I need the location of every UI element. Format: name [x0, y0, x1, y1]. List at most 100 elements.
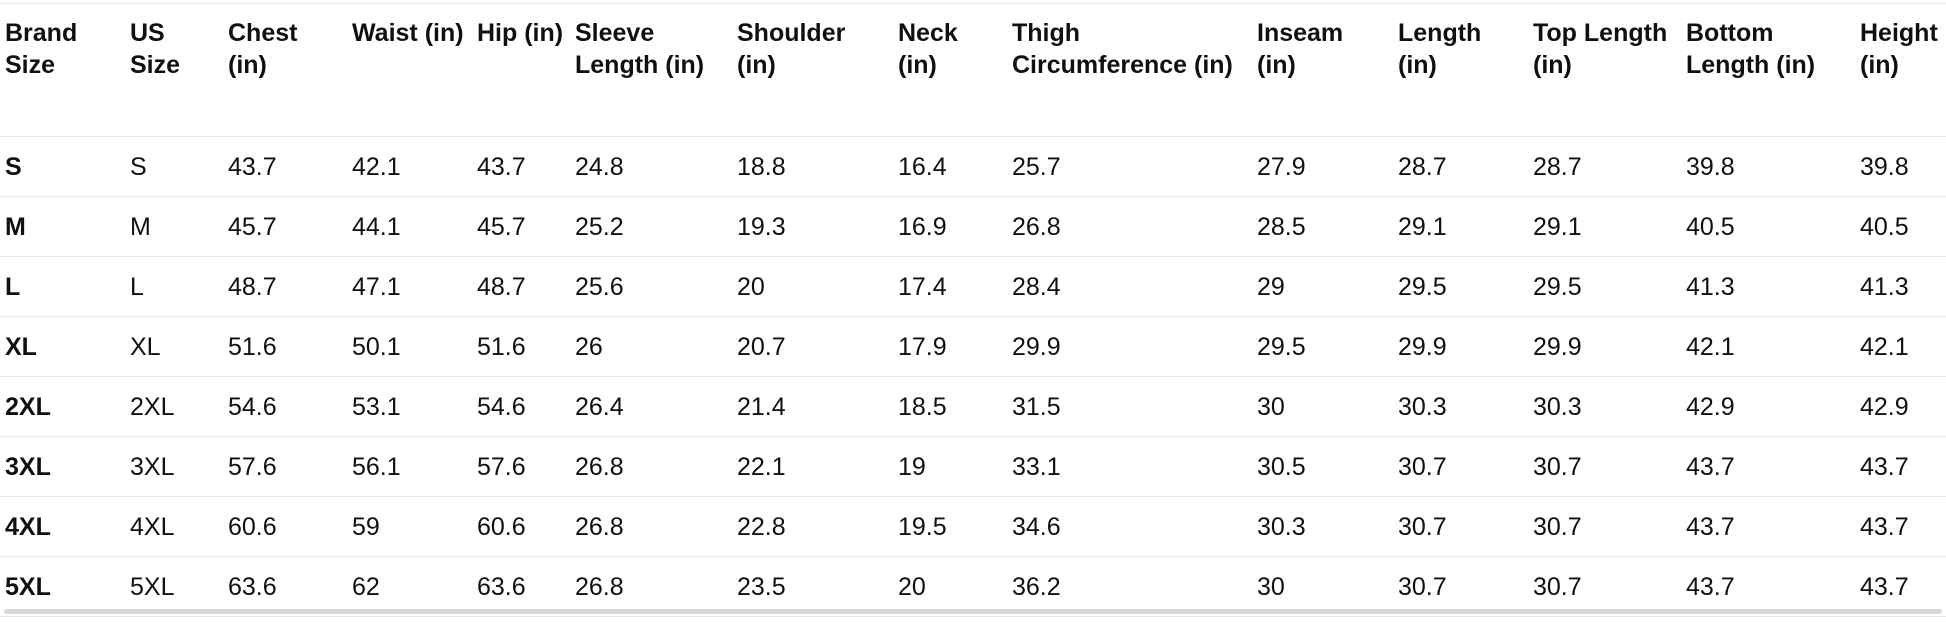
- table-cell: 17.4: [898, 272, 947, 301]
- table-cell: 43.7: [1686, 512, 1735, 541]
- table-cell: 40.5: [1686, 212, 1735, 241]
- table-cell: 22.1: [737, 452, 786, 481]
- table-row: 2XL 2XL 54.6 53.1 54.6 26.4 21.4 18.5 31.5 30 30.3…: [0, 376, 1946, 437]
- table-cell: 28.7: [1533, 152, 1582, 181]
- table-cell: 19.3: [737, 212, 786, 241]
- table-cell: 56.1: [352, 452, 401, 481]
- table-cell: 41.3: [1860, 272, 1909, 301]
- table-cell: 33.1: [1012, 452, 1061, 481]
- table-cell: 16.4: [898, 152, 947, 181]
- column-header: Shoulder (in): [737, 19, 846, 79]
- table-row: 5XL 5XL 63.6 62 63.6 26.8 23.5 20 36.2 30 30.7 30.7…: [0, 556, 1946, 617]
- table-row: 3XL 3XL 57.6 56.1 57.6 26.8 22.1 19 33.1 30.5 30.7…: [0, 436, 1946, 497]
- table-cell: 57.6: [477, 452, 526, 481]
- table-cell: 31.5: [1012, 392, 1061, 421]
- table-cell: 20.7: [737, 332, 786, 361]
- table-cell: 16.9: [898, 212, 947, 241]
- table-cell: 60.6: [477, 512, 526, 541]
- brand-size-cell: 5XL: [5, 572, 51, 601]
- table-cell: 17.9: [898, 332, 947, 361]
- table-cell: 50.1: [352, 332, 401, 361]
- horizontal-scrollbar[interactable]: [4, 609, 1942, 614]
- size-chart-table: Brand Size US Size Chest (in) Waist (in) Hip…: [0, 3, 1946, 617]
- column-header: Inseam (in): [1257, 19, 1344, 79]
- column-header: Height (in): [1860, 19, 1938, 79]
- table-cell: 47.1: [352, 272, 401, 301]
- brand-size-cell: S: [5, 152, 22, 181]
- table-cell: 39.8: [1860, 152, 1909, 181]
- table-cell: 25.6: [575, 272, 624, 301]
- table-row: S S 43.7 42.1 43.7 24.8 18.8 16.4 25.7 27.9 28.7 28…: [0, 136, 1946, 197]
- table-cell: 30.7: [1533, 452, 1582, 481]
- table-cell: 45.7: [228, 212, 277, 241]
- column-header: Hip (in): [477, 19, 564, 47]
- table-row: M M 45.7 44.1 45.7 25.2 19.3 16.9 26.8 28.5 29.1 29…: [0, 196, 1946, 257]
- table-cell: 34.6: [1012, 512, 1061, 541]
- table-cell: 30.7: [1398, 572, 1447, 601]
- table-cell: 42.1: [1860, 332, 1909, 361]
- table-cell: 28.7: [1398, 152, 1447, 181]
- table-cell: 29.5: [1533, 272, 1582, 301]
- table-cell: 62: [352, 572, 380, 601]
- table-cell: 22.8: [737, 512, 786, 541]
- table-cell: 43.7: [1860, 572, 1909, 601]
- table-cell: 36.2: [1012, 572, 1061, 601]
- table-cell: 23.5: [737, 572, 786, 601]
- column-header: Sleeve Length (in): [575, 19, 705, 79]
- table-cell: 21.4: [737, 392, 786, 421]
- table-cell: 29.1: [1398, 212, 1447, 241]
- table-cell: 29.1: [1533, 212, 1582, 241]
- table-cell: 30.3: [1533, 392, 1582, 421]
- table-cell: XL: [130, 332, 161, 361]
- table-cell: 25.2: [575, 212, 624, 241]
- table-cell: L: [130, 272, 144, 301]
- brand-size-cell: L: [5, 272, 21, 301]
- table-cell: 42.9: [1860, 392, 1909, 421]
- table-cell: 24.8: [575, 152, 624, 181]
- table-cell: 30.7: [1533, 572, 1582, 601]
- column-header: US Size: [130, 19, 181, 79]
- table-cell: 39.8: [1686, 152, 1735, 181]
- table-cell: 43.7: [477, 152, 526, 181]
- table-cell: 30.7: [1398, 452, 1447, 481]
- table-cell: 29.5: [1398, 272, 1447, 301]
- table-cell: 57.6: [228, 452, 277, 481]
- column-header: Neck (in): [898, 19, 958, 79]
- table-cell: 30.7: [1398, 512, 1447, 541]
- table-cell: 29: [1257, 272, 1285, 301]
- table-cell: 20: [898, 572, 926, 601]
- table-cell: 5XL: [130, 572, 175, 601]
- table-cell: 63.6: [477, 572, 526, 601]
- table-cell: 26.8: [575, 452, 624, 481]
- table-cell: 29.5: [1257, 332, 1306, 361]
- table-cell: 43.7: [1686, 452, 1735, 481]
- table-cell: S: [130, 152, 147, 181]
- brand-size-cell: XL: [5, 332, 37, 361]
- table-cell: 28.4: [1012, 272, 1061, 301]
- table-cell: 30: [1257, 392, 1285, 421]
- table-row: 4XL 4XL 60.6 59 60.6 26.8 22.8 19.5 34.6 30.3 30.7…: [0, 496, 1946, 557]
- brand-size-cell: 3XL: [5, 452, 51, 481]
- table-cell: 3XL: [130, 452, 175, 481]
- table-cell: 25.7: [1012, 152, 1061, 181]
- table-cell: 27.9: [1257, 152, 1306, 181]
- table-row: XL XL 51.6 50.1 51.6 26 20.7 17.9 29.9 29.5 29.9 29…: [0, 316, 1946, 377]
- table-cell: 29.9: [1533, 332, 1582, 361]
- table-cell: 26.8: [1012, 212, 1061, 241]
- column-header: Length (in): [1398, 19, 1482, 79]
- table-cell: 51.6: [228, 332, 277, 361]
- column-header: Top Length (in): [1533, 19, 1668, 79]
- table-cell: 63.6: [228, 572, 277, 601]
- table-cell: 45.7: [477, 212, 526, 241]
- table-cell: 43.7: [228, 152, 277, 181]
- table-cell: 26: [575, 332, 603, 361]
- table-cell: 30.3: [1257, 512, 1306, 541]
- table-cell: 41.3: [1686, 272, 1735, 301]
- table-cell: 29.9: [1398, 332, 1447, 361]
- table-row: L L 48.7 47.1 48.7 25.6 20 17.4 28.4 29 29.5 29.5 41…: [0, 256, 1946, 317]
- table-cell: 48.7: [228, 272, 277, 301]
- table-cell: 4XL: [130, 512, 175, 541]
- table-cell: 26.4: [575, 392, 624, 421]
